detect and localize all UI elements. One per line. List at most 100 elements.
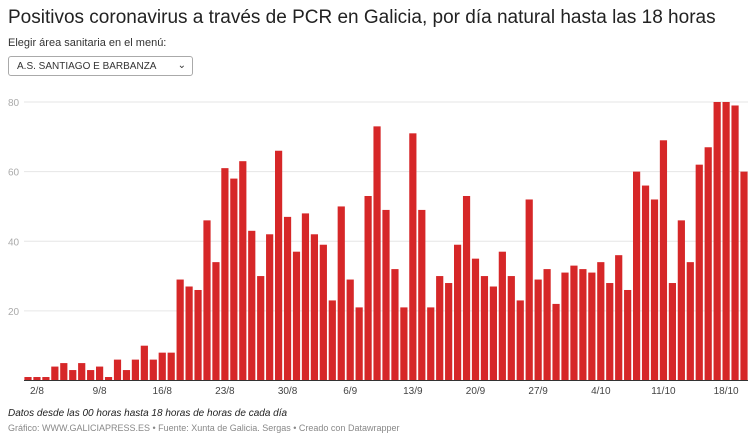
bar-20/10 bbox=[740, 171, 748, 381]
x-tick-label: 4/10 bbox=[591, 386, 611, 397]
x-tick-label: 6/9 bbox=[343, 386, 357, 397]
bar-9/10 bbox=[641, 185, 650, 381]
bar-25/9 bbox=[516, 300, 524, 381]
bar-29/8 bbox=[275, 150, 283, 381]
bar-30/9 bbox=[561, 272, 569, 381]
x-tick-label: 11/10 bbox=[651, 386, 676, 397]
select-label: Elegir área sanitaria en el menú: bbox=[8, 37, 167, 49]
bar-11/8 bbox=[113, 359, 122, 381]
bar-10/8 bbox=[104, 377, 113, 381]
bar-31/8 bbox=[292, 251, 301, 381]
bar-16/8 bbox=[158, 352, 166, 381]
bar-1/8 bbox=[24, 377, 32, 381]
bar-2/9 bbox=[310, 234, 318, 381]
bar-26/9 bbox=[525, 199, 533, 381]
bar-14/10 bbox=[686, 262, 694, 381]
bar-22/8 bbox=[212, 262, 220, 381]
bar-19/10 bbox=[731, 105, 739, 381]
chart-title: Positivos coronavirus a través de PCR en… bbox=[8, 7, 716, 28]
x-tick-label: 13/9 bbox=[403, 386, 423, 397]
x-tick-label: 9/8 bbox=[93, 386, 107, 397]
bar-21/8 bbox=[203, 220, 211, 381]
bar-9/9 bbox=[373, 126, 381, 381]
x-tick-label: 2/8 bbox=[30, 386, 44, 397]
x-tick-label: 18/10 bbox=[714, 386, 739, 397]
x-tick-label: 30/8 bbox=[278, 386, 298, 397]
bar-1/10 bbox=[570, 265, 578, 381]
bar-8/10 bbox=[633, 171, 641, 381]
bar-4/9 bbox=[328, 300, 336, 381]
bar-16/10 bbox=[704, 147, 712, 381]
bar-18/10 bbox=[722, 102, 730, 381]
bar-17/8 bbox=[167, 352, 175, 381]
bar-18/9 bbox=[454, 244, 462, 381]
x-tick-label: 20/9 bbox=[466, 386, 486, 397]
bar-11/10 bbox=[659, 140, 668, 381]
bar-8/9 bbox=[364, 195, 372, 381]
bar-13/10 bbox=[677, 220, 685, 381]
bar-27/9 bbox=[534, 279, 542, 381]
area-select[interactable]: A.S. SANTIAGO E BARBANZA ⌄ bbox=[8, 56, 193, 76]
bar-1/9 bbox=[301, 213, 310, 381]
bar-30/8 bbox=[283, 216, 292, 381]
bar-28/8 bbox=[266, 234, 274, 381]
bar-15/9 bbox=[427, 307, 435, 381]
chevron-down-icon: ⌄ bbox=[177, 60, 186, 71]
bar-17/9 bbox=[445, 283, 453, 381]
y-tick-label: 80 bbox=[8, 98, 20, 109]
bar-5/8 bbox=[60, 363, 68, 381]
bar-4/10 bbox=[597, 262, 605, 381]
bar-10/9 bbox=[382, 209, 390, 381]
bar-29/9 bbox=[552, 303, 560, 381]
bar-28/9 bbox=[543, 269, 551, 381]
bar-24/8 bbox=[230, 178, 238, 381]
chart-credits: Gráfico: WWW.GALICIAPRESS.ES • Fuente: X… bbox=[8, 423, 400, 433]
bar-11/9 bbox=[391, 269, 399, 381]
chart-note: Datos desde las 00 horas hasta 18 horas … bbox=[8, 408, 288, 419]
y-tick-label: 20 bbox=[8, 307, 20, 318]
x-tick-label: 16/8 bbox=[153, 386, 173, 397]
bar-12/10 bbox=[668, 283, 676, 381]
bar-19/8 bbox=[185, 286, 193, 381]
bar-2/8 bbox=[33, 377, 41, 381]
bar-6/8 bbox=[69, 370, 77, 381]
bar-12/9 bbox=[400, 307, 408, 381]
bar-16/9 bbox=[436, 276, 444, 381]
bar-24/9 bbox=[507, 276, 515, 381]
bar-17/10 bbox=[713, 102, 721, 381]
bar-6/10 bbox=[615, 255, 623, 381]
bar-15/10 bbox=[695, 164, 703, 381]
x-tick-label: 27/9 bbox=[528, 386, 548, 397]
bar-2/10 bbox=[579, 269, 587, 381]
y-tick-label: 40 bbox=[8, 237, 20, 248]
select-value: A.S. SANTIAGO E BARBANZA bbox=[17, 60, 157, 72]
bar-13/9 bbox=[409, 133, 417, 381]
bar-3/8 bbox=[42, 377, 50, 381]
bar-13/8 bbox=[131, 359, 139, 381]
bar-3/9 bbox=[319, 244, 327, 381]
bar-6/9 bbox=[346, 279, 354, 381]
bar-14/8 bbox=[140, 345, 148, 381]
bar-22/9 bbox=[489, 286, 497, 381]
bar-7/8 bbox=[78, 363, 86, 381]
bar-7/10 bbox=[624, 289, 632, 381]
bar-8/8 bbox=[87, 370, 95, 381]
bar-25/8 bbox=[239, 161, 247, 381]
y-tick-label: 60 bbox=[8, 168, 20, 179]
bar-21/9 bbox=[480, 276, 489, 381]
bar-18/8 bbox=[176, 279, 184, 381]
bar-15/8 bbox=[149, 359, 157, 381]
bar-10/10 bbox=[650, 199, 659, 381]
bar-23/8 bbox=[221, 168, 229, 381]
bar-7/9 bbox=[355, 307, 363, 381]
bar-20/8 bbox=[194, 289, 202, 381]
bar-12/8 bbox=[122, 370, 131, 381]
bar-3/10 bbox=[588, 272, 596, 381]
bar-23/9 bbox=[498, 251, 506, 381]
bar-5/9 bbox=[337, 206, 345, 381]
bar-19/9 bbox=[462, 195, 471, 381]
bar-4/8 bbox=[51, 366, 59, 381]
x-tick-label: 23/8 bbox=[215, 386, 235, 397]
bar-5/10 bbox=[606, 283, 614, 381]
